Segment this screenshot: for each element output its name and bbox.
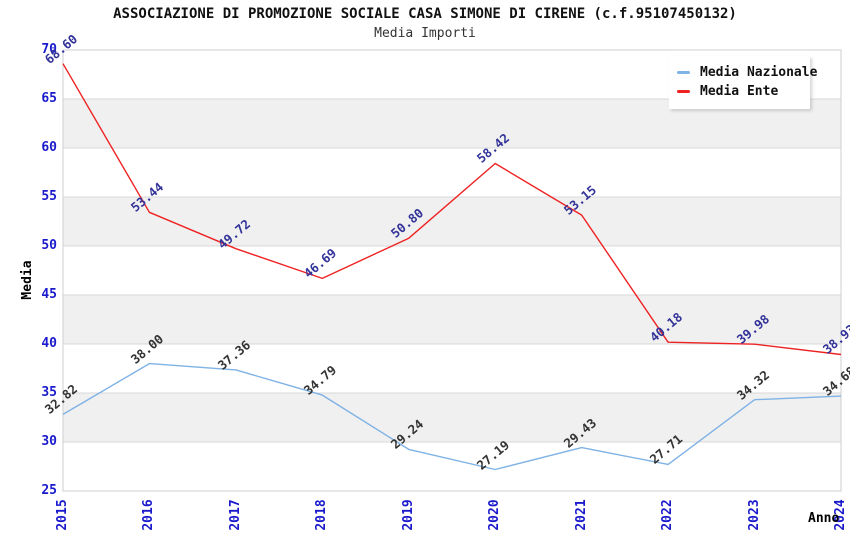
- x-tick-label: 2018: [314, 499, 330, 531]
- chart-title: ASSOCIAZIONE DI PROMOZIONE SOCIALE CASA …: [113, 6, 737, 22]
- y-tick-label: 45: [41, 287, 57, 302]
- y-tick-label: 40: [41, 336, 57, 351]
- x-tick-label: 2019: [400, 499, 416, 531]
- y-tick-label: 50: [41, 238, 57, 253]
- y-axis-title: Media: [20, 260, 35, 300]
- x-tick-label: 2023: [746, 499, 762, 531]
- legend-item-media-ente: Media Ente: [677, 82, 800, 101]
- x-tick-label: 2017: [227, 499, 243, 531]
- x-axis-title: Anno: [808, 511, 840, 526]
- legend-label-media-ente: Media Ente: [700, 84, 779, 99]
- x-tick-label: 2021: [573, 499, 589, 531]
- legend-swatch-media-ente-icon: [677, 90, 690, 93]
- y-tick-label: 30: [41, 434, 57, 449]
- legend-item-media-nazionale: Media Nazionale: [677, 63, 817, 82]
- chart-subtitle: Media Importi: [374, 26, 476, 41]
- x-tick-label: 2020: [487, 499, 503, 531]
- y-tick-label: 55: [41, 189, 57, 204]
- y-tick-label: 35: [41, 385, 57, 400]
- y-tick-label: 60: [41, 140, 57, 155]
- y-tick-label: 70: [41, 42, 57, 57]
- legend-swatch-media-nazionale-icon: [677, 71, 690, 74]
- y-tick-label: 25: [41, 483, 57, 498]
- x-tick-label: 2016: [141, 499, 157, 531]
- legend: Media Nazionale Media Ente: [669, 56, 817, 109]
- legend-label-media-nazionale: Media Nazionale: [700, 65, 818, 80]
- x-tick-label: 2015: [55, 499, 70, 531]
- y-tick-label: 65: [41, 91, 57, 106]
- x-tick-label: 2022: [660, 499, 676, 531]
